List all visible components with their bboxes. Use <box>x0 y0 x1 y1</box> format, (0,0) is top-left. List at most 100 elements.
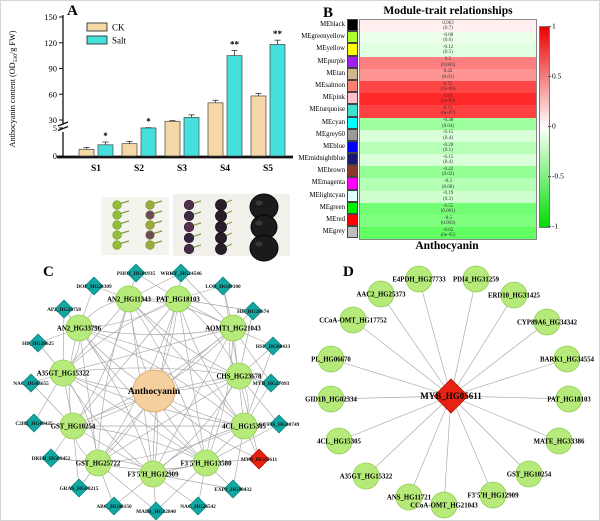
network-node-MADS_HG12840: MADS_HG12840 <box>136 501 176 520</box>
svg-text:0: 0 <box>53 151 57 161</box>
heatmap-cell-MEturquoise: 0.75 (6e-07) <box>360 105 536 118</box>
sig-mark-S5: ** <box>273 29 283 39</box>
network-node-AAC2_HG25373: AAC2_HG25373 <box>356 280 406 308</box>
network-node-ERD10_HG31425: ERD10_HG31425 <box>488 281 541 309</box>
bar-S5-CK <box>250 95 267 157</box>
legend: CK Salt <box>86 22 127 46</box>
network-node-GST_HG10254: GST_HG10254 <box>507 460 552 488</box>
network-node-AN2_HG11343: AN2_HG11343 <box>107 285 151 313</box>
module-label-MEgrey: MEgrey <box>322 228 345 236</box>
network-node-ANS_HG11721: ANS_HG11721 <box>387 483 432 511</box>
heatmap-xlabel: Anthocyanin <box>415 240 479 252</box>
svg-text:PL_HG06670: PL_HG06670 <box>311 356 351 363</box>
heatmap-cell-MEpurple: 0.5 (0.003) <box>360 56 536 69</box>
network-node-MYB_HG05611: MYB_HG05611 <box>420 378 482 414</box>
sig-mark-S1: * <box>103 131 108 141</box>
svg-text:AN2_HG33796: AN2_HG33796 <box>57 325 102 332</box>
svg-text:PHO1_HG01935: PHO1_HG01935 <box>117 271 156 277</box>
network-node-GST_HG10254: GST_HG10254 <box>51 412 96 440</box>
colorbar-tick--0.5: -0.5 <box>552 171 564 181</box>
colorbar-notch <box>548 126 551 127</box>
svg-text:A35GT_HG15322: A35GT_HG15322 <box>37 370 90 377</box>
network-node-EXP1_HG08432: EXP1_HG08432 <box>214 479 252 499</box>
svg-text:HB_HG28625: HB_HG28625 <box>22 341 54 347</box>
module-label-MEturquoise: MEturquoise <box>309 106 346 114</box>
network-node-PAT_HG18103: PAT_HG18103 <box>156 285 200 313</box>
x-tick-S5: S5 <box>263 164 273 174</box>
module-swatch-MEblack <box>347 19 358 32</box>
svg-text:PAT_HG18103: PAT_HG18103 <box>156 296 200 303</box>
panel-b: B Module-trait relationships MEblack MEgr… <box>299 1 599 256</box>
heatmap-cell-MEsalmon: 0.72 (2e-06) <box>360 80 536 94</box>
legend-label-Salt: Salt <box>112 36 127 46</box>
network-node-WRKY_HG24546: WRKY_HG24546 <box>160 263 202 283</box>
module-label-MEred: MEred <box>326 216 345 223</box>
heatmap-cell-MEmagenta: -0.3 (0.08) <box>360 178 536 191</box>
network-node-HB_HG28674: HB_HG28674 <box>237 301 269 321</box>
network-node-DREB_HG09452: DREB_HG09452 <box>32 448 71 468</box>
svg-text:MYB_HG05611: MYB_HG05611 <box>241 457 278 463</box>
network-node-E4PDH_HG27733: E4PDH_HG27733 <box>392 265 446 293</box>
panel-b-label: B <box>323 5 334 21</box>
network-node-MATE_HG33386: MATE_HG33386 <box>534 427 585 455</box>
photo-green-berries-bg <box>101 197 169 255</box>
bar-S4-Salt <box>226 55 243 157</box>
legend-swatch-CK <box>86 22 108 32</box>
heatmap-cell-MEcyan: -0.38 (0.04) <box>360 117 536 130</box>
y-axis <box>57 15 69 157</box>
module-label-MEgreen: MEgreen <box>319 203 345 211</box>
legend-label-CK: CK <box>112 23 125 33</box>
network-node-AOMT1_HG21043: AOMT1_HG21043 <box>205 314 261 342</box>
svg-text:C2H2_HG09435: C2H2_HG09435 <box>15 421 53 427</box>
heatmap-cell-MEgreenyellow: -0.08 (0.6) <box>360 32 536 45</box>
module-swatch-MEbrown <box>347 165 358 178</box>
svg-text:DOF_HG26309: DOF_HG26309 <box>76 284 112 290</box>
anthocyanin-network: Anthocyanin AN2_HG11343 PAT_HG18103 AN2_HG3… <box>13 263 300 520</box>
green-berry-strings <box>112 200 163 250</box>
heatmap-cell-MEblue: -0.28 (0.1) <box>360 141 536 155</box>
svg-text:NAC_HG05655: NAC_HG05655 <box>13 381 49 387</box>
module-label-MEpink: MEpink <box>322 94 345 102</box>
module-swatch-MEsalmon <box>347 79 358 93</box>
svg-text:LOB_HG09100: LOB_HG09100 <box>205 284 241 290</box>
network-node-4CL_HG15305: 4CL_HG15305 <box>317 427 362 455</box>
network-node-PHO1_HG01935: PHO1_HG01935 <box>117 263 156 283</box>
colorbar-notch <box>548 26 551 27</box>
module-label-MEyellow: MEyellow <box>316 45 345 53</box>
network-nodes: Anthocyanin AN2_HG11343 PAT_HG18103 AN2_HG3… <box>13 263 300 520</box>
svg-text:F3'5'H_HG13580: F3'5'H_HG13580 <box>181 460 233 467</box>
svg-text:WRKY_HG24546: WRKY_HG24546 <box>160 271 202 277</box>
svg-text:CCoA-OMT_HG17752: CCoA-OMT_HG17752 <box>319 317 387 324</box>
network-node-Anthocyanin: Anthocyanin <box>128 369 181 413</box>
y-ticks: 0 530 60 90 120 150 <box>44 12 63 161</box>
network-node-A35GT_HG15322: A35GT_HG15322 <box>340 462 393 490</box>
network-node-CHS_HG23678: CHS_HG23678 <box>217 362 262 390</box>
svg-text:AOMT1_HG21043: AOMT1_HG21043 <box>205 325 261 332</box>
network-edges <box>330 278 570 506</box>
module-swatch-MEmidnightblue <box>347 153 358 166</box>
network-node-PL_HG06670: PL_HG06670 <box>311 345 351 373</box>
svg-text:5: 5 <box>53 123 57 133</box>
colorbar-tick-1: 1 <box>552 21 556 31</box>
module-swatch-MEpurple <box>347 55 358 68</box>
x-tick-S1: S1 <box>91 164 101 174</box>
svg-text:BARK1_HG34554: BARK1_HG34554 <box>540 356 595 363</box>
heatmap-cell-MEgrey60: -0.15 (0.4) <box>360 129 536 142</box>
network-node-GID1B_HG02334: GID1B_HG02334 <box>305 385 357 413</box>
svg-text:GRAS_HG00215: GRAS_HG00215 <box>60 486 99 492</box>
module-swatch-MEyellow <box>347 43 358 56</box>
svg-text:GST_HG10254: GST_HG10254 <box>507 471 552 478</box>
heatmap-cell-MEbrown: -0.42 (0.02) <box>360 166 536 179</box>
module-label-MEbrown: MEbrown <box>317 167 345 175</box>
svg-text:Anthocyanin: Anthocyanin <box>128 387 181 397</box>
module-swatch-MEgrey <box>347 226 358 239</box>
colorbar-tick-0.5: 0.5 <box>552 71 562 81</box>
colorbar-notch <box>548 176 551 177</box>
svg-text:PAT_HG18103: PAT_HG18103 <box>547 396 591 403</box>
legend-swatch-Salt <box>86 35 108 45</box>
x-tick-S3: S3 <box>177 164 187 174</box>
svg-text:F3'5'H_HG12909: F3'5'H_HG12909 <box>128 471 180 478</box>
module-swatch-MEpink <box>347 92 358 105</box>
module-swatch-MEcyan <box>347 116 358 129</box>
